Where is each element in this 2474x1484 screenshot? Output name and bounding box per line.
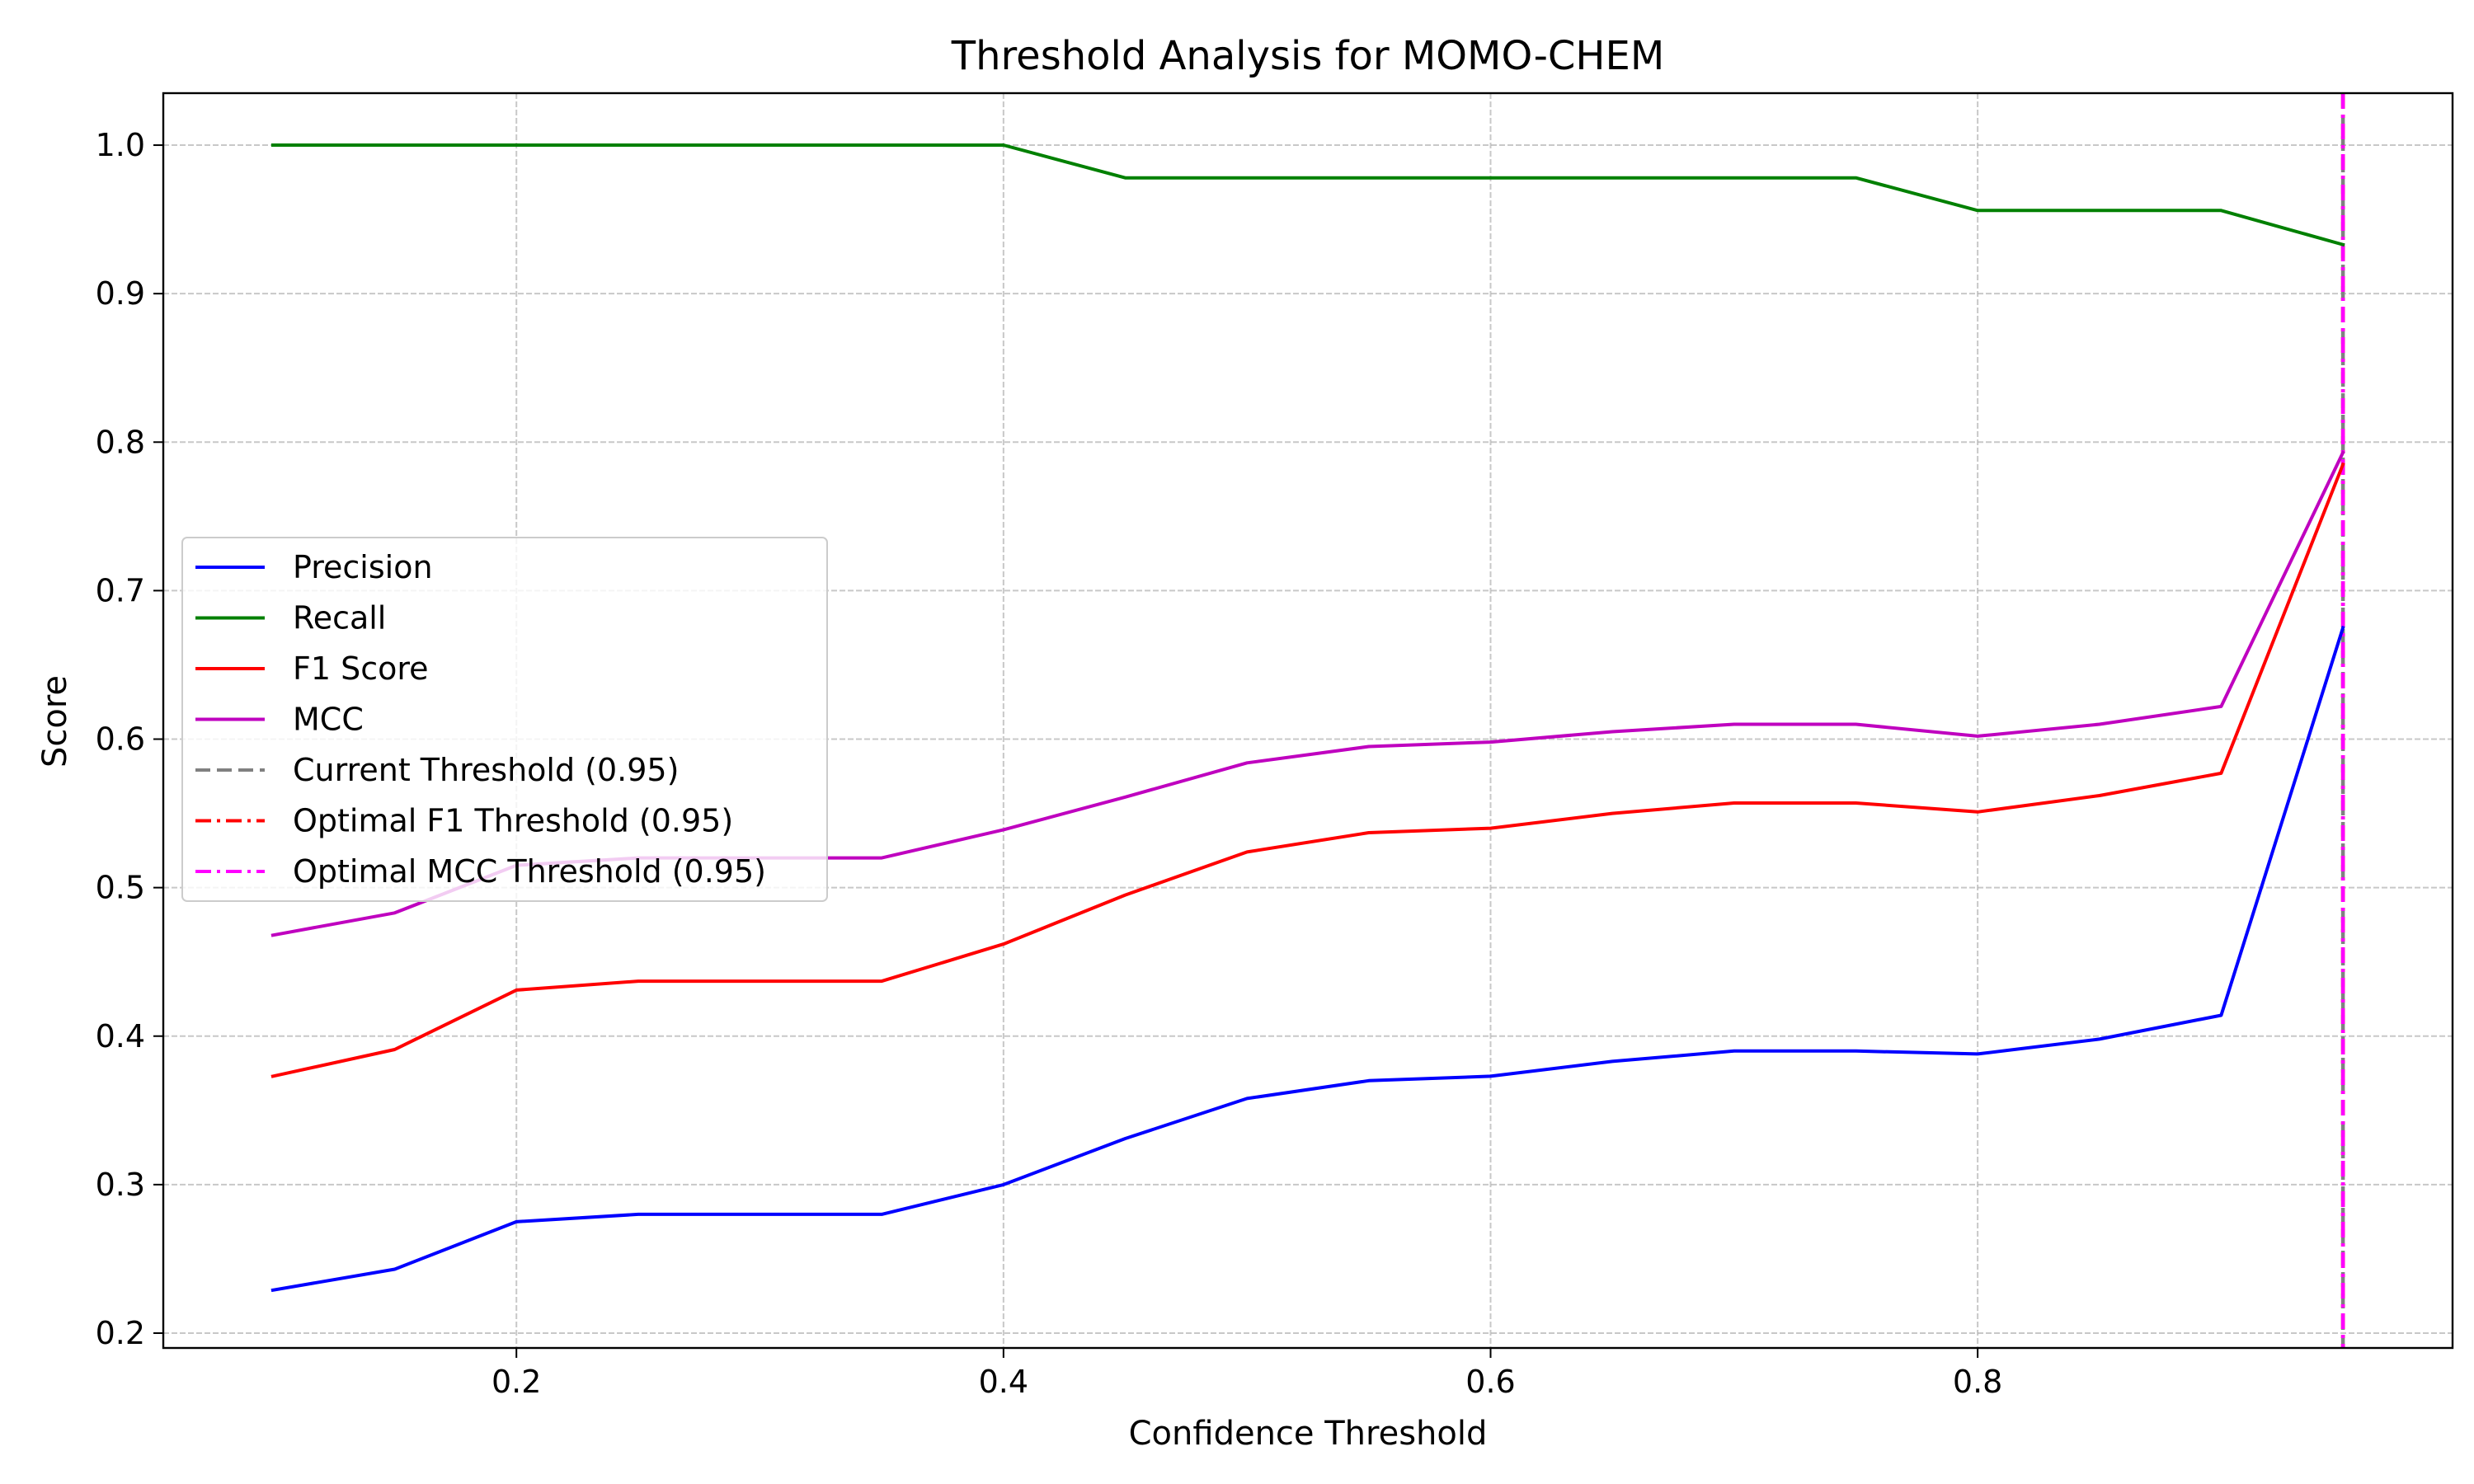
y-tick-label: 0.8 [96, 424, 145, 460]
x-tick-label: 0.6 [1465, 1364, 1515, 1400]
chart-title: Threshold Analysis for MOMO-CHEM [951, 33, 1665, 79]
y-tick-label: 0.5 [96, 870, 145, 906]
plot-frame [162, 92, 2454, 1350]
y-tick-label: 0.6 [96, 721, 145, 758]
axis-ticks: 0.2 0.4 0.6 0.8 0.2 0.3 0.4 0.5 0.6 0.7 0.8 0.9 1.0 [96, 127, 2003, 1400]
x-tick-label: 0.8 [1953, 1364, 2002, 1400]
y-tick-label: 0.9 [96, 275, 145, 312]
y-tick-label: 1.0 [96, 127, 145, 163]
legend-box [181, 537, 828, 902]
x-axis-label: Confidence Threshold [1129, 1415, 1488, 1453]
legend-label: F1 Score [293, 650, 429, 687]
legend-label: Recall [293, 600, 386, 636]
legend-label: Current Threshold (0.95) [293, 752, 679, 788]
y-tick-label: 0.3 [96, 1167, 145, 1203]
legend-label: Precision [293, 549, 433, 585]
legend: Precision Recall F1 Score MCC Current Thresh… [181, 537, 828, 902]
legend-label: Optimal MCC Threshold (0.95) [293, 853, 766, 890]
series-line-precision [270, 625, 2345, 1293]
series-line-recall [270, 143, 2345, 247]
legend-label: Optimal F1 Threshold (0.95) [293, 803, 733, 839]
y-tick-label: 0.7 [96, 572, 145, 608]
y-axis-label: Score [36, 675, 74, 768]
x-tick-label: 0.2 [492, 1364, 541, 1400]
legend-label: MCC [293, 702, 364, 738]
y-tick-label: 0.4 [96, 1018, 145, 1054]
x-tick-label: 0.4 [979, 1364, 1028, 1400]
series-line-f1-score [270, 462, 2345, 1078]
y-tick-label: 0.2 [96, 1315, 145, 1351]
